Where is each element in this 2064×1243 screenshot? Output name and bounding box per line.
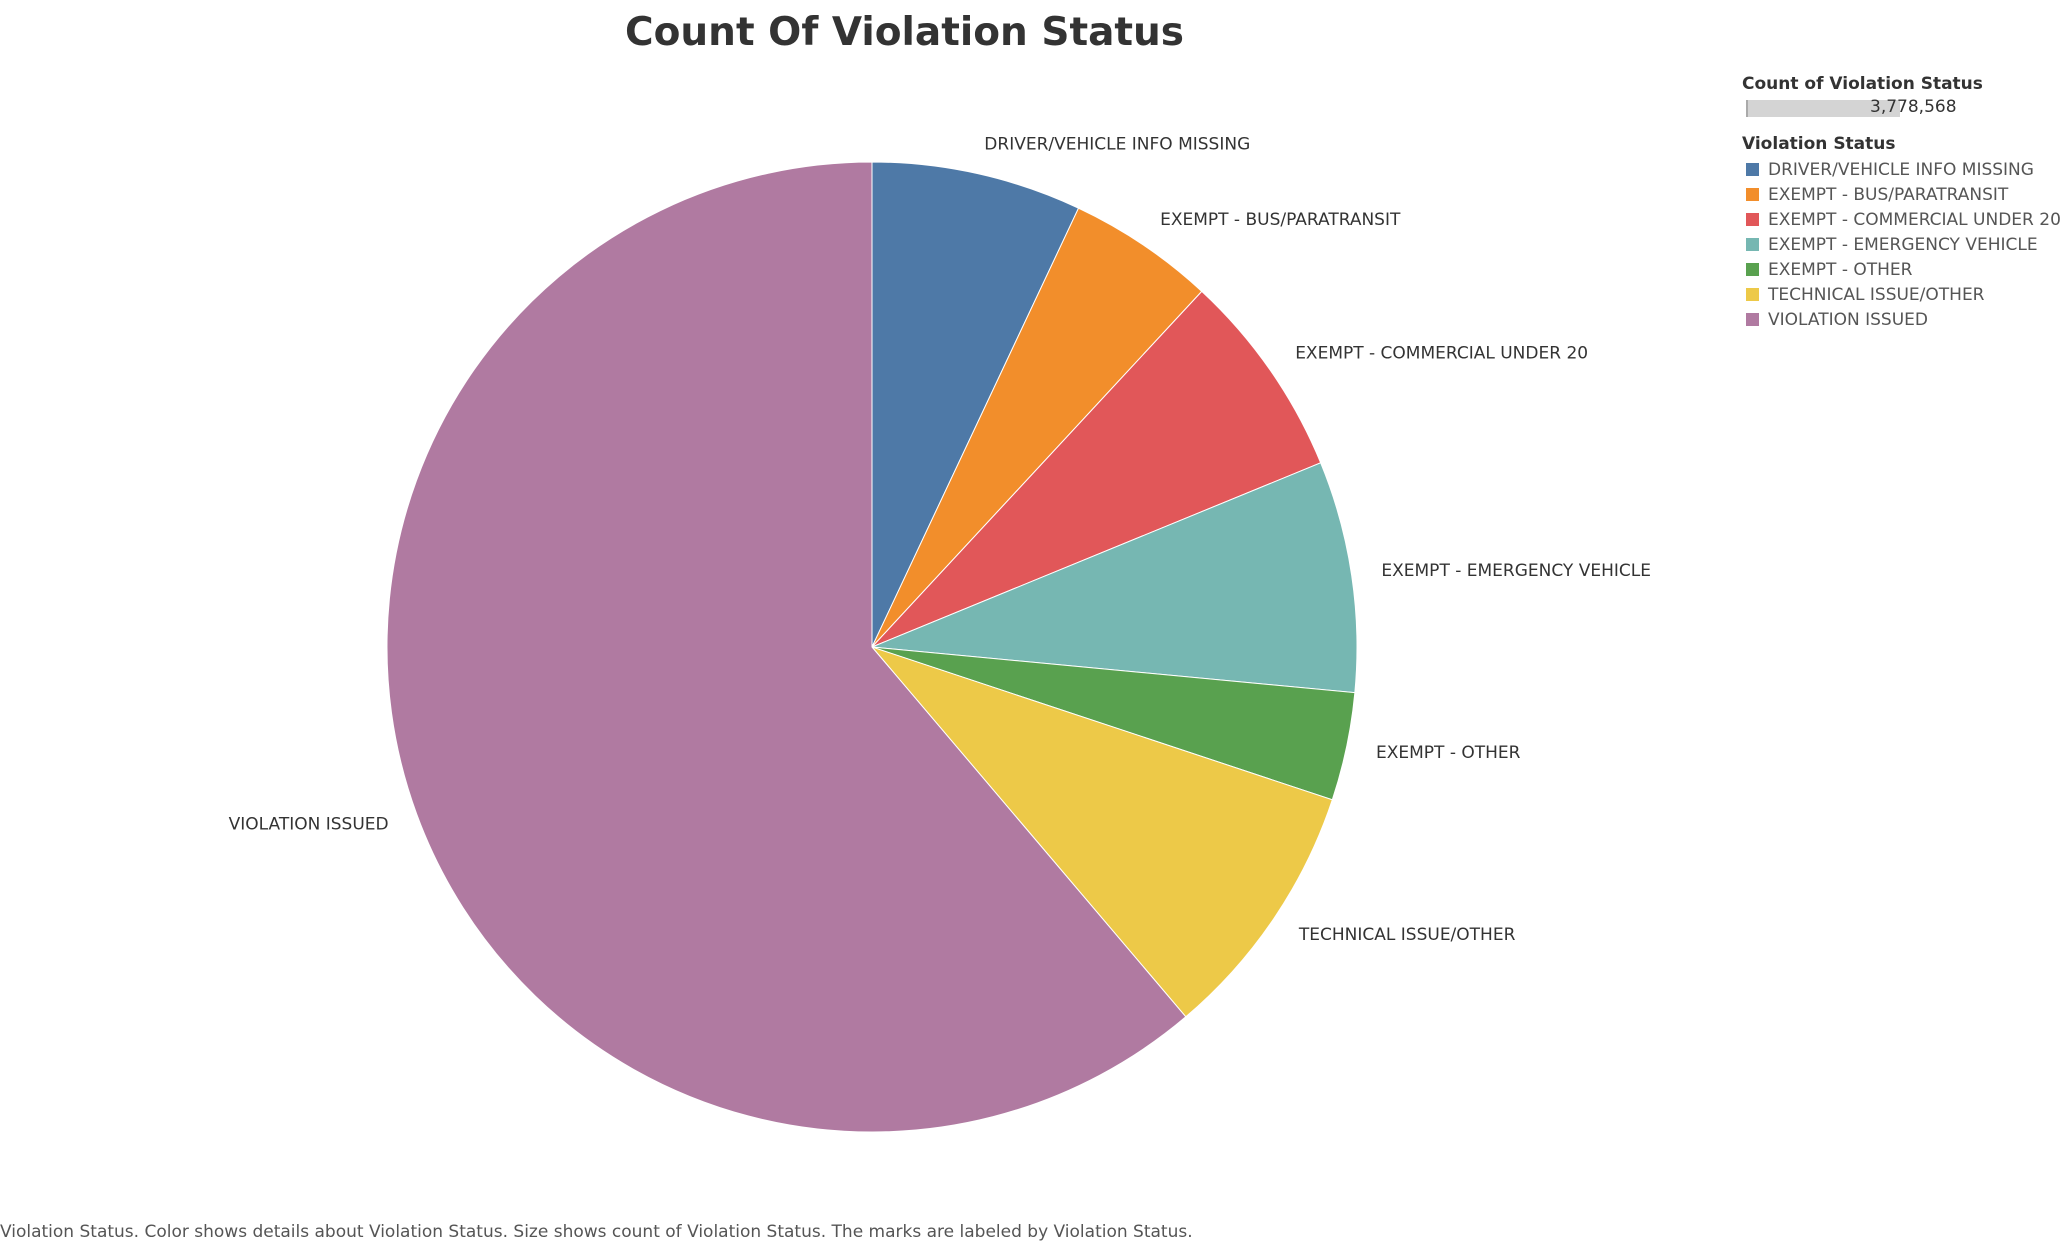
legend-item-label: EXEMPT - OTHER [1768,259,1913,280]
legend-size-title: Count of Violation Status [1742,74,1983,94]
pie-label-exempt-bus-paratransit: EXEMPT - BUS/PARATRANSIT [1160,210,1401,230]
legend-item-technical-issue-other[interactable]: TECHNICAL ISSUE/OTHER [1742,282,2062,307]
pie-label-technical-issue-other: TECHNICAL ISSUE/OTHER [1298,925,1516,945]
legend-swatch [1746,288,1759,301]
legend: Count of Violation Status 3,778,568 Viol… [1742,74,2062,332]
pie-slice-driver-vehicle-info-missing[interactable] [871,161,1080,648]
pie-slice-exempt-emergency-vehicle[interactable] [871,462,1358,694]
pie-label-exempt-commercial-under-20: EXEMPT - COMMERCIAL UNDER 20 [1295,344,1588,364]
chart-caption: Violation Status. Color shows details ab… [0,1222,1193,1242]
legend-swatch [1746,313,1759,326]
legend-item-label: EXEMPT - BUS/PARATRANSIT [1768,184,2009,205]
pie-slice-violation-issued[interactable] [386,161,1187,1133]
pie-slice-technical-issue-other[interactable] [870,645,1333,1018]
pie-label-violation-issued: VIOLATION ISSUED [229,815,389,835]
legend-item-violation-issued[interactable]: VIOLATION ISSUED [1742,307,2062,332]
legend-item-label: DRIVER/VEHICLE INFO MISSING [1768,159,2034,180]
pie-slice-exempt-commercial-under-20[interactable] [871,290,1322,648]
pie-slices [386,161,1358,1133]
legend-size-value: 3,778,568 [1870,97,1957,117]
pie-label-exempt-emergency-vehicle: EXEMPT - EMERGENCY VEHICLE [1381,561,1651,581]
legend-item-driver-vehicle-info-missing[interactable]: DRIVER/VEHICLE INFO MISSING [1742,157,2062,182]
legend-swatch [1746,263,1759,276]
legend-swatch [1746,188,1759,201]
legend-swatch [1746,163,1759,176]
pie-slice-labels: DRIVER/VEHICLE INFO MISSING EXEMPT - BUS/… [229,134,1651,945]
legend-item-label: VIOLATION ISSUED [1768,309,1928,330]
legend-item-exempt-bus-paratransit[interactable]: EXEMPT - BUS/PARATRANSIT [1742,182,2062,207]
legend-item-exempt-other[interactable]: EXEMPT - OTHER [1742,257,2062,282]
pie-slice-exempt-bus-paratransit[interactable] [871,207,1203,648]
legend-item-label: EXEMPT - COMMERCIAL UNDER 20 [1768,209,2061,230]
legend-item-label: TECHNICAL ISSUE/OTHER [1768,284,1985,305]
legend-color-title: Violation Status [1742,134,1896,154]
legend-swatch [1746,238,1759,251]
legend-swatch [1746,213,1759,226]
legend-item-label: EXEMPT - EMERGENCY VEHICLE [1768,234,2038,255]
legend-list: DRIVER/VEHICLE INFO MISSING EXEMPT - BUS/… [1742,157,2062,332]
legend-item-exempt-commercial-under-20[interactable]: EXEMPT - COMMERCIAL UNDER 20 [1742,207,2062,232]
legend-size-row: 3,778,568 [1742,96,2062,120]
pie-chart: DRIVER/VEHICLE INFO MISSING EXEMPT - BUS/… [229,134,1651,1133]
legend-size-bar [1746,100,1900,117]
chart-title: Count Of Violation Status [625,10,1185,55]
pie-label-exempt-other: EXEMPT - OTHER [1376,743,1521,763]
pie-label-driver-vehicle-info-missing: DRIVER/VEHICLE INFO MISSING [984,134,1250,154]
legend-item-exempt-emergency-vehicle[interactable]: EXEMPT - EMERGENCY VEHICLE [1742,232,2062,257]
